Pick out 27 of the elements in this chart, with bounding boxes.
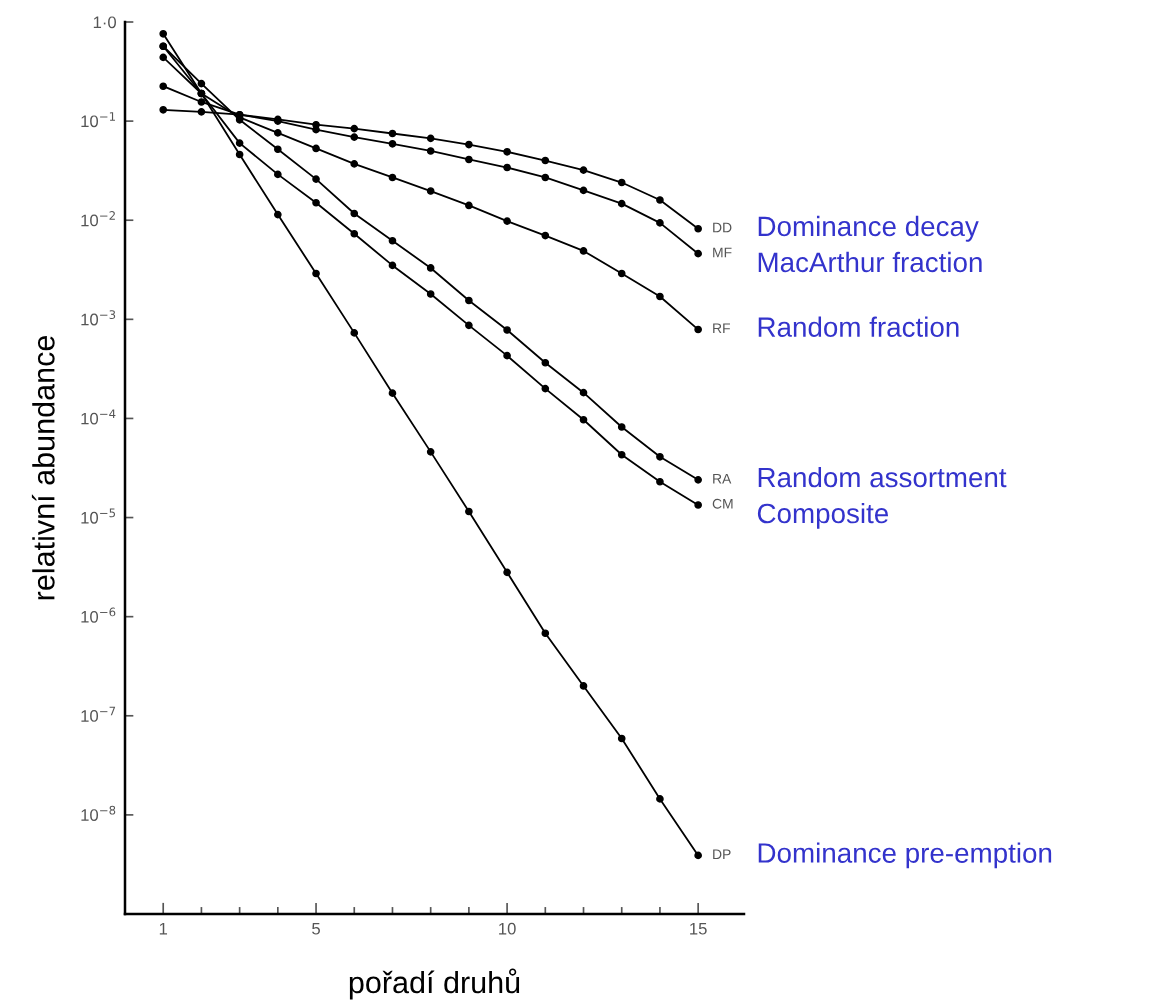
- series-label: DP: [713, 849, 731, 860]
- x-axis-title: pořadí druhů: [349, 968, 520, 1000]
- y-tick-label: 10$^{−8}$: [81, 805, 116, 821]
- text: Composite: [757, 502, 889, 529]
- text: Random fraction: [758, 316, 959, 337]
- x-tick-label: 15: [690, 922, 707, 935]
- y-tick-label: 10$^{−5}$: [81, 508, 116, 524]
- text: Random assortment: [758, 466, 1007, 488]
- y-axis-title: relativní abundance: [31, 335, 55, 600]
- y-tick-label: 10$^{−7}$: [81, 706, 116, 722]
- text: Dominance pre-emption: [758, 842, 1052, 869]
- series-label: RA: [713, 473, 732, 484]
- text: Dominance decay: [758, 215, 979, 242]
- y-tick-label: 10$^{−4}$: [81, 409, 116, 425]
- series-label: RF: [713, 323, 730, 334]
- y-tick-label: 10$^{−6}$: [81, 607, 116, 623]
- x-tick-label: 1: [159, 922, 168, 935]
- y-tick-label: 10$^{−3}$: [81, 310, 116, 326]
- x-tick-label: 5: [312, 922, 320, 935]
- y-tick-label: 10$^{−2}$: [81, 211, 115, 227]
- text: MacArthur fraction: [758, 251, 982, 273]
- x-tick-label: 10: [499, 922, 516, 935]
- series-label: DD: [713, 222, 732, 233]
- y-tick-label: 10$^{−1}$: [81, 112, 115, 128]
- series-label: CM: [712, 498, 733, 509]
- y-tick-label: 1·0: [93, 16, 117, 29]
- series-label: MF: [713, 247, 732, 258]
